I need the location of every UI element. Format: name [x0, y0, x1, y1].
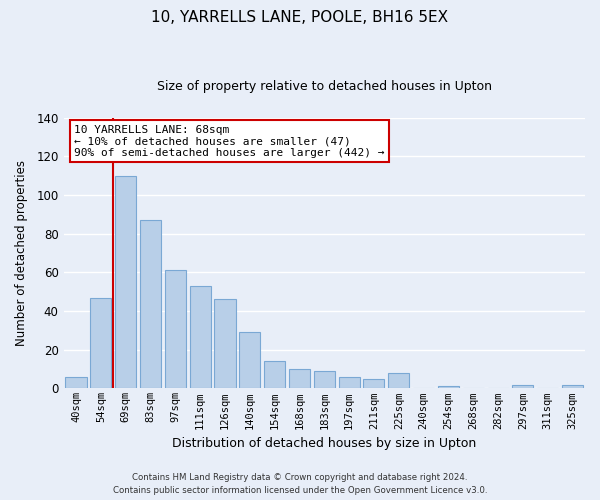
Bar [388, 373, 409, 388]
Bar [239, 332, 260, 388]
Bar [115, 176, 136, 388]
Text: Contains HM Land Registry data © Crown copyright and database right 2024.
Contai: Contains HM Land Registry data © Crown c… [113, 474, 487, 495]
Title: Size of property relative to detached houses in Upton: Size of property relative to detached ho… [157, 80, 492, 93]
Y-axis label: Number of detached properties: Number of detached properties [15, 160, 28, 346]
Bar [190, 286, 211, 388]
Bar [338, 377, 359, 388]
Bar [140, 220, 161, 388]
Bar [562, 384, 583, 388]
Text: 10 YARRELLS LANE: 68sqm
← 10% of detached houses are smaller (47)
90% of semi-de: 10 YARRELLS LANE: 68sqm ← 10% of detache… [74, 124, 385, 158]
Text: 10, YARRELLS LANE, POOLE, BH16 5EX: 10, YARRELLS LANE, POOLE, BH16 5EX [151, 10, 449, 25]
Bar [264, 362, 285, 388]
X-axis label: Distribution of detached houses by size in Upton: Distribution of detached houses by size … [172, 437, 476, 450]
Bar [512, 384, 533, 388]
Bar [438, 386, 459, 388]
Bar [90, 298, 112, 388]
Bar [364, 378, 385, 388]
Bar [65, 377, 86, 388]
Bar [165, 270, 186, 388]
Bar [314, 371, 335, 388]
Bar [214, 300, 236, 388]
Bar [289, 369, 310, 388]
